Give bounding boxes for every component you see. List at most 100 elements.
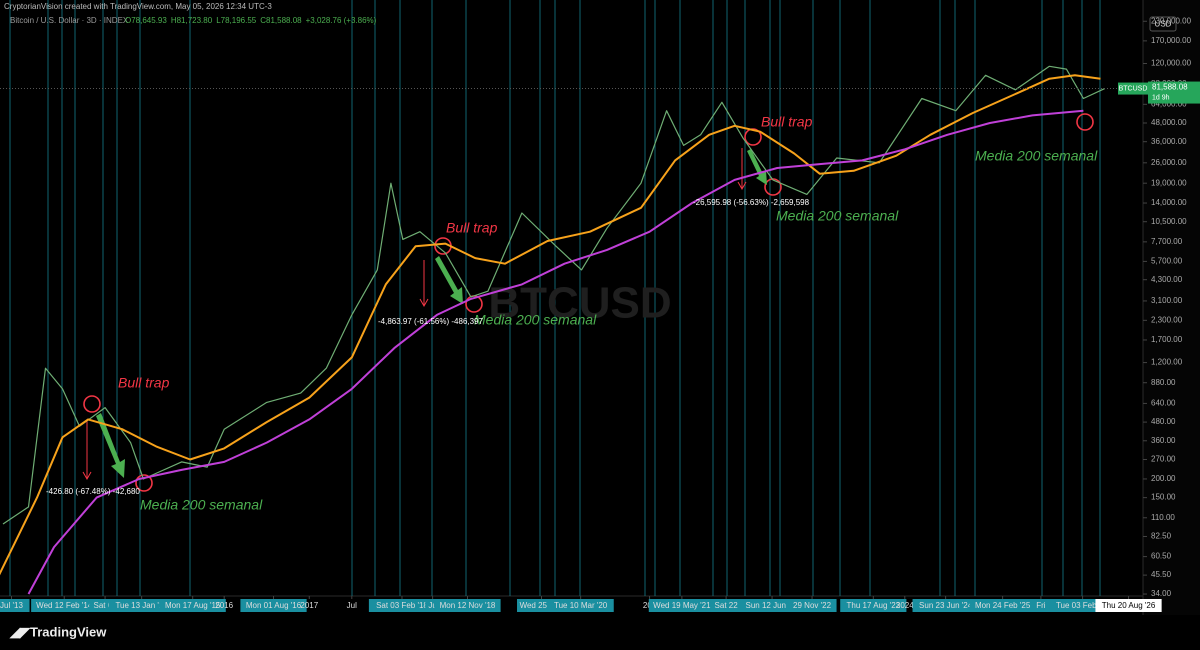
x-tick-label: Sat 03 Feb '18 — [376, 601, 428, 610]
x-tick-label: Sun 23 Jun '24 — [919, 601, 973, 610]
y-tick-label: 19,000.00 — [1151, 178, 1187, 187]
x-tick-bg — [368, 599, 436, 612]
y-tick-label: 150.00 — [1151, 493, 1176, 502]
y-tick-label: 360.00 — [1151, 436, 1176, 445]
x-tick-bg — [31, 599, 98, 612]
currency: USD — [1155, 20, 1172, 29]
x-tick-bg — [1095, 599, 1162, 612]
watermark: BTCUSD — [488, 279, 671, 328]
series-line — [0, 74, 1101, 576]
measure-label: -426.80 (-67.48%) -42,680 — [46, 487, 140, 496]
x-tick-bg — [840, 599, 907, 612]
x-tick-label: Tue 03 Feb '26 — [1056, 601, 1110, 610]
ohlc-value: H81,723.80 — [171, 16, 213, 25]
y-tick-label: 4,300.00 — [1151, 275, 1183, 284]
arrow — [747, 149, 767, 185]
credit: CryptorianVision created with TradingVie… — [4, 2, 272, 11]
x-tick-bg — [434, 599, 501, 612]
symbol: BTCUSD — [1119, 85, 1148, 92]
circle — [83, 395, 101, 413]
x-tick-label: Fri — [1036, 601, 1046, 610]
y-tick-label: 45.50 — [1151, 570, 1172, 579]
drop-arrows — [82, 148, 747, 481]
y-tick-label: 82.50 — [1151, 532, 1172, 541]
x-tick-label: Sun 12 Jun '22 — [746, 601, 800, 610]
price-box — [1148, 81, 1200, 104]
x-tick-bg — [648, 599, 715, 612]
annotation: Bull trap — [446, 220, 498, 236]
y-tick-label: 120,000.00 — [1151, 59, 1192, 68]
x-tick-bg — [240, 599, 307, 612]
y-tick-label: 200.00 — [1151, 474, 1176, 483]
arrow-head — [419, 298, 429, 308]
ohlc-value: C81,588.08 — [260, 16, 302, 25]
measure-label: -4,863.97 (-61.56%) -486,397 — [378, 317, 484, 326]
y-tick-label: 3,100.00 — [1151, 296, 1183, 305]
y-tick-label: 10,500.00 — [1151, 217, 1187, 226]
annotation: Bull trap — [118, 375, 170, 391]
chart-title: Bitcoin / U.S. Dollar · 3D · INDEX — [10, 16, 129, 25]
x-tick-bg — [1031, 599, 1051, 612]
x-tick-label: Mon 17 Aug '15 — [165, 601, 221, 610]
x-tick-bg — [108, 599, 175, 612]
x-tick-label: Sat 22 — [715, 601, 739, 610]
x-tick-label: Thu 17 Aug '23 — [847, 601, 901, 610]
x-tick-bg — [0, 599, 30, 612]
circles — [83, 113, 1094, 492]
x-tick-label: Ju — [428, 601, 436, 610]
y-tick-label: 36,000.00 — [1151, 137, 1187, 146]
x-tick-label: Thu 20 Aug '26 — [1102, 601, 1156, 610]
x-tick-bg — [912, 599, 979, 612]
x-tick-label: 2024 — [896, 601, 914, 610]
price-label: 81,588.08 — [1152, 83, 1188, 92]
x-tick-label: Jul '13 — [0, 601, 23, 610]
x-tick-label: Tue 13 Jan '15 — [115, 601, 168, 610]
brand-logo: ◢◤ — [9, 624, 31, 639]
ohlc-value: +3,028.76 (+3.86%) — [306, 16, 377, 25]
x-tick-bg — [969, 599, 1036, 612]
x-tick-bg — [547, 599, 614, 612]
y-tick-label: 2,300.00 — [1151, 315, 1183, 324]
currency-box — [1149, 16, 1177, 32]
y-tick-label: 640.00 — [1151, 399, 1176, 408]
y-tick-label: 880.00 — [1151, 378, 1176, 387]
arrow-head — [82, 471, 92, 481]
x-tick-label: Mon 12 Nov '18 — [440, 601, 496, 610]
annotation: Media 200 semanal — [776, 208, 899, 224]
circle — [135, 474, 153, 492]
series-line — [27, 109, 1084, 595]
ohlc-value: L78,196.55 — [216, 16, 257, 25]
measure-label: -26,595.98 (-56.63%) -2,659,598 — [693, 198, 810, 207]
annotation: Media 200 semanal — [474, 312, 597, 328]
x-tick-label: Jul — [347, 601, 357, 610]
y-tick-label: 5,700.00 — [1151, 257, 1183, 266]
arrow — [435, 256, 463, 304]
y-tick-label: 230,000.00 — [1151, 16, 1192, 25]
x-tick-label: Mon 24 Feb '25 — [975, 601, 1031, 610]
x-tick-label: 2017 — [300, 601, 318, 610]
countdown: 1d 9h — [1152, 94, 1170, 101]
annotation: Bull trap — [761, 114, 813, 130]
y-tick-label: 60.50 — [1151, 552, 1172, 561]
y-tick-label: 14,000.00 — [1151, 198, 1187, 207]
footer — [0, 615, 1200, 650]
y-tick-label: 480.00 — [1151, 417, 1176, 426]
arrow-head — [737, 181, 747, 191]
annotation: Media 200 semanal — [975, 148, 1098, 164]
y-tick-label: 34.00 — [1151, 589, 1172, 598]
annotation: Media 200 semanal — [140, 497, 263, 513]
y-tick-label: 26,000.00 — [1151, 158, 1187, 167]
y-tick-label: 48,000.00 — [1151, 118, 1187, 127]
y-tick-label: 1,200.00 — [1151, 358, 1183, 367]
x-tick-label: Wed 25 Sep — [520, 601, 564, 610]
circle — [764, 178, 782, 196]
x-tick-label: Sat 04 — [93, 601, 117, 610]
y-tick-label: 110.00 — [1151, 513, 1175, 522]
x-tick-bg — [159, 599, 226, 612]
y-tick-label: 64,000.00 — [1151, 99, 1187, 108]
circle — [744, 128, 762, 146]
x-tick-bg — [787, 599, 837, 612]
x-tick-label: Wed 12 Feb '14 — [36, 601, 93, 610]
